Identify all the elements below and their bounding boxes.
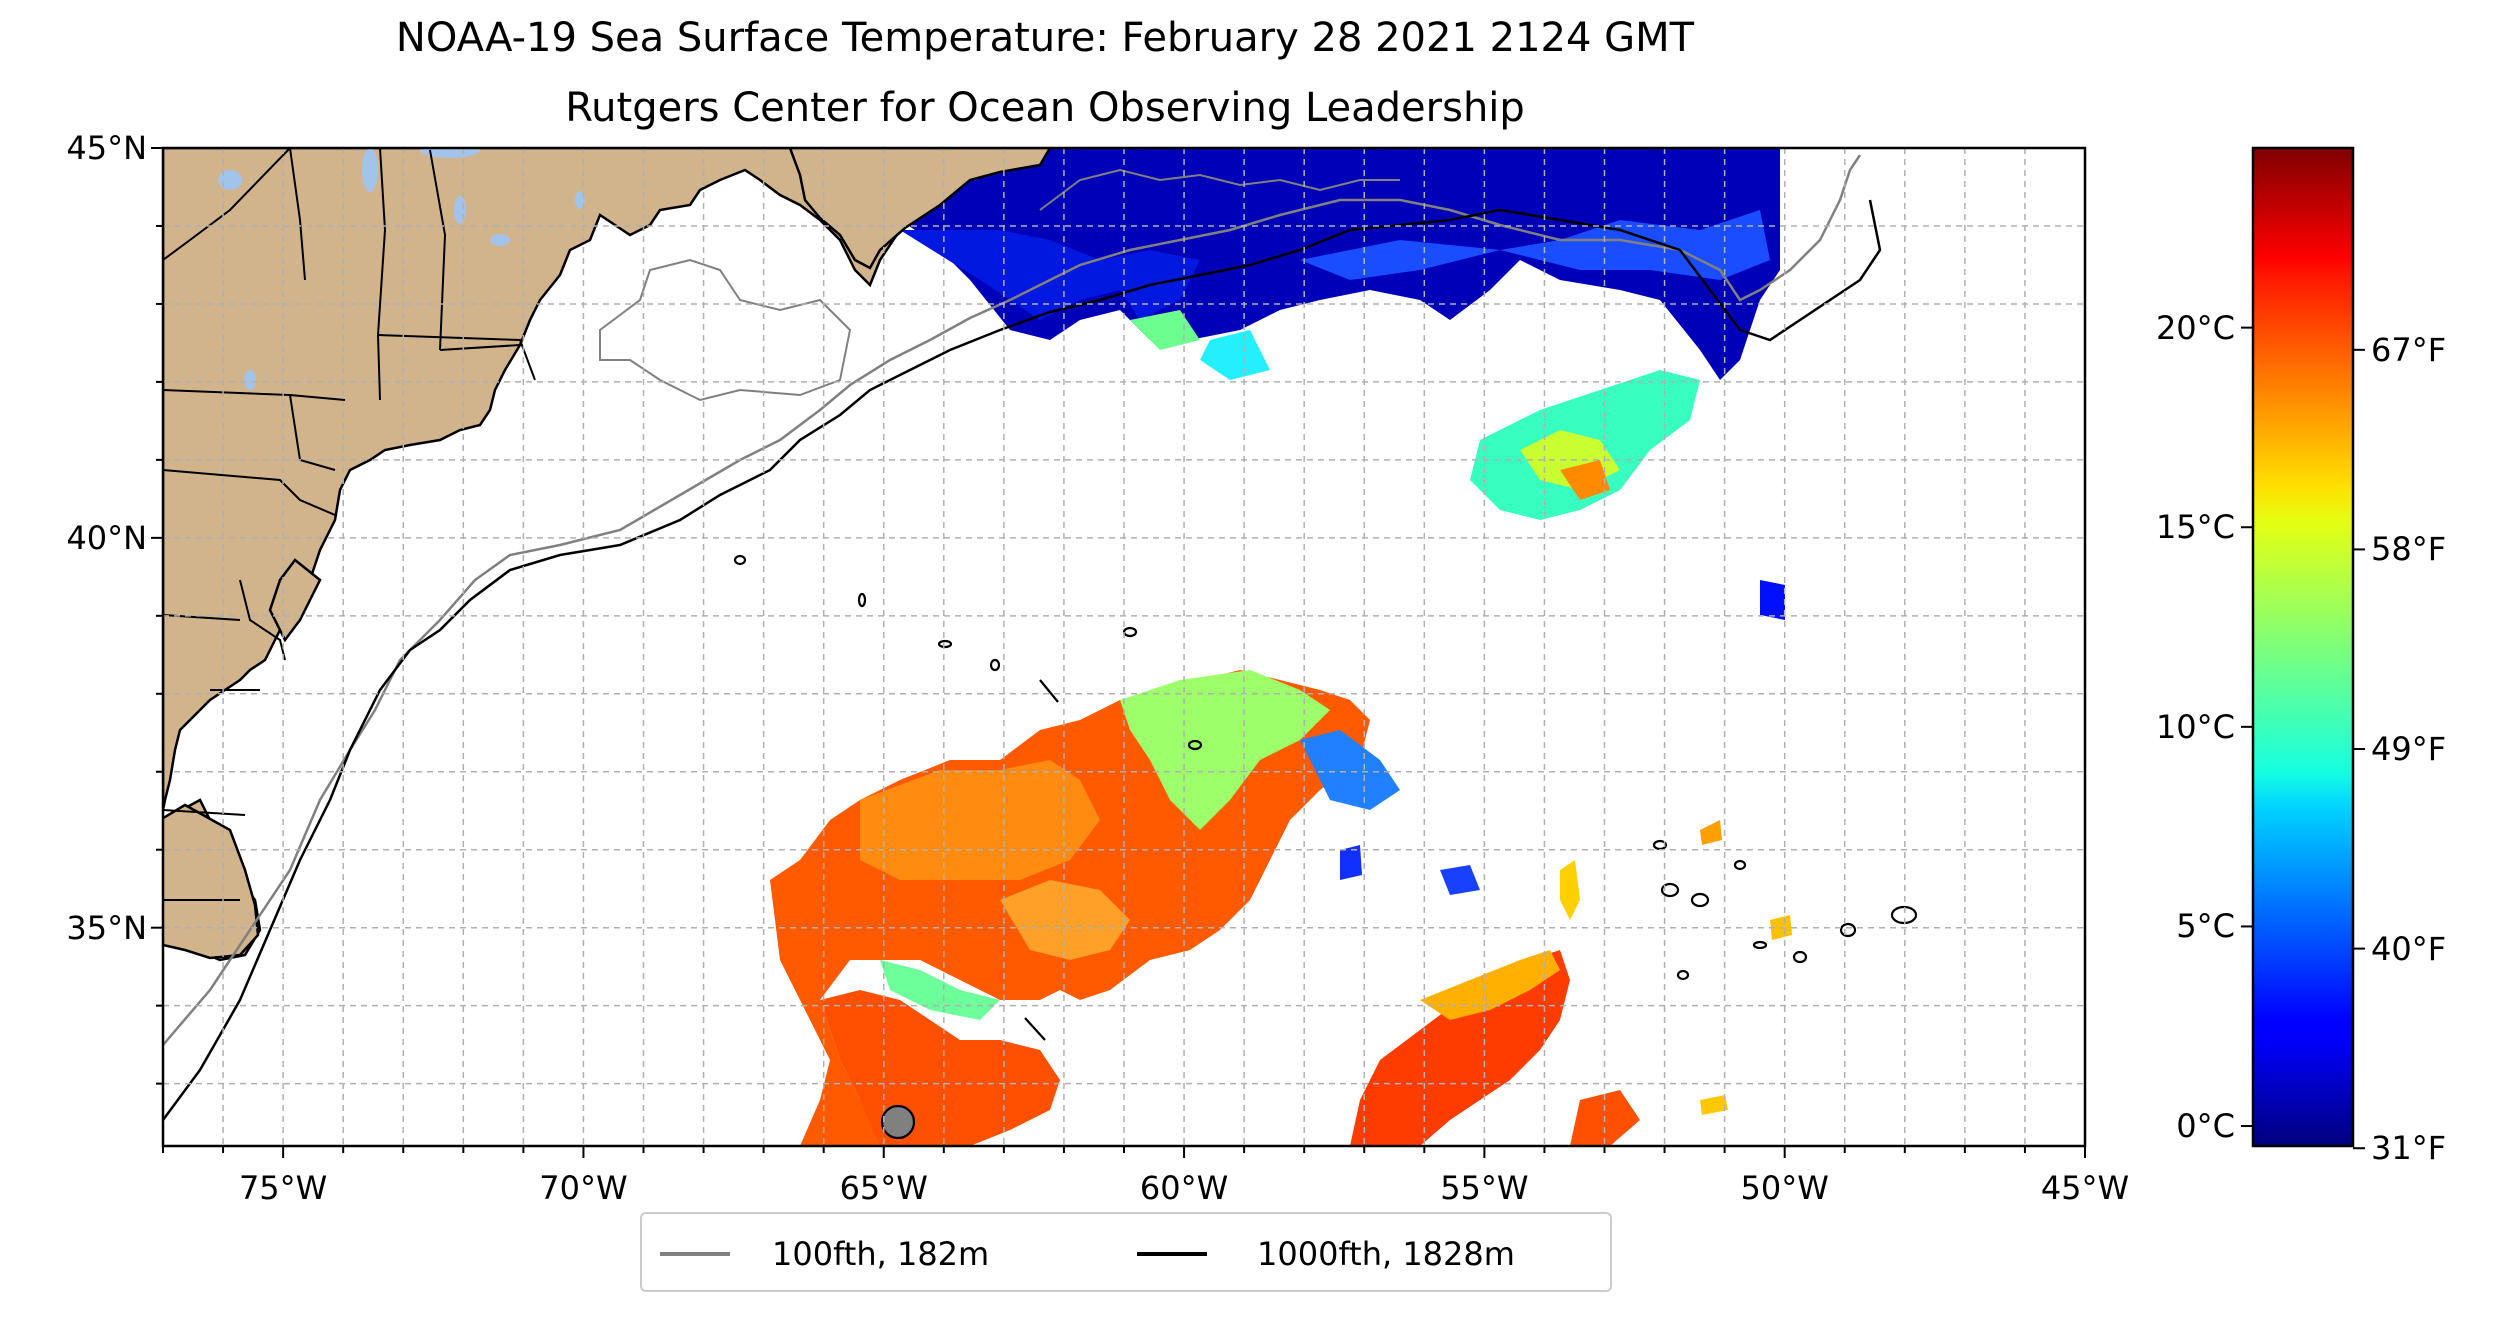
celsius-tick-label: 0°C (2176, 1107, 2235, 1146)
colorbar-ticks (2241, 326, 2365, 1150)
fahrenheit-tick-label: 67°F (2371, 330, 2447, 369)
lon-tick-label: 50°W (1740, 1169, 1829, 1207)
lon-tick-label: 70°W (539, 1169, 628, 1207)
lon-tick-label: 60°W (1139, 1169, 1229, 1207)
lon-tick-label: 55°W (1440, 1169, 1529, 1207)
legend-swatch-1000fth (1137, 1252, 1207, 1256)
lat-tick-label: 35°N (66, 908, 147, 947)
gridlines (163, 148, 2085, 1146)
isobath-100fth (163, 154, 1862, 1046)
fahrenheit-tick-label: 49°F (2371, 730, 2447, 769)
lakes-layer (218, 148, 585, 390)
figure-title: NOAA-19 Sea Surface Temperature: Februar… (395, 15, 1695, 61)
fahrenheit-tick-label: 31°F (2371, 1129, 2447, 1168)
celsius-tick-label: 15°C (2155, 508, 2235, 547)
isobath-1000fth (163, 199, 1882, 1121)
state-boundaries (163, 148, 536, 901)
legend-label-1000fth: 1000fth, 1828m (1257, 1235, 1515, 1273)
fahrenheit-tick-label: 58°F (2371, 530, 2447, 569)
colorbar (2251, 146, 2355, 1148)
lon-tick-label: 45°W (2040, 1169, 2130, 1207)
lon-tick-label: 65°W (839, 1169, 928, 1207)
fahrenheit-tick-label: 40°F (2371, 929, 2447, 968)
celsius-tick-label: 20°C (2155, 308, 2235, 347)
gulf-of-maine-contour (599, 258, 852, 402)
celsius-tick-label: 10°C (2155, 707, 2235, 746)
sst-data-layer (760, 148, 1792, 1146)
celsius-tick-label: 5°C (2176, 907, 2235, 946)
lat-tick-label: 40°N (66, 518, 147, 557)
legend-swatch-100fth (660, 1252, 730, 1256)
legend-label-100fth: 100fth, 182m (772, 1235, 990, 1273)
legend: 100fth, 182m 1000fth, 1828m (640, 1212, 1612, 1292)
figure-subtitle: Rutgers Center for Ocean Observing Leade… (565, 85, 1525, 131)
lat-tick-label: 45°N (66, 129, 147, 167)
lon-tick-label: 75°W (238, 1169, 328, 1207)
axis-ticks (151, 147, 2086, 1158)
